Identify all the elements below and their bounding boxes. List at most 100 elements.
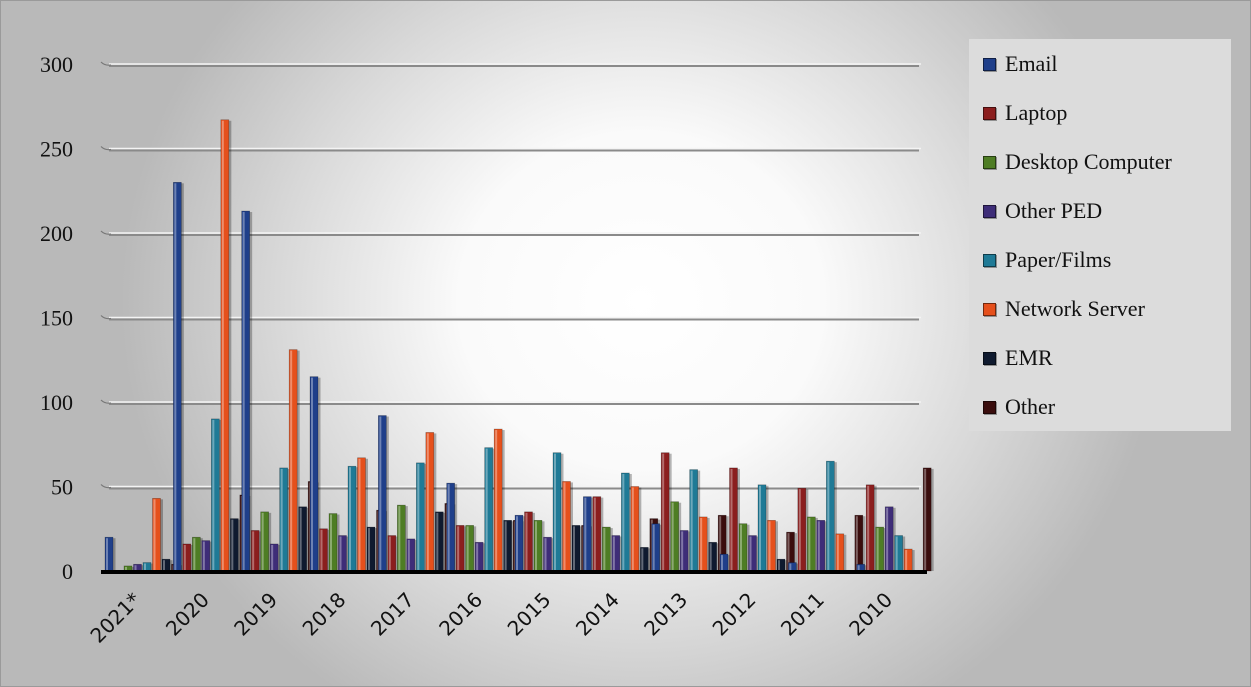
bar-highlight: [631, 487, 634, 570]
bar-highlight: [808, 517, 811, 570]
legend-swatch: [983, 204, 996, 218]
bar-highlight: [554, 453, 556, 570]
bar-highlight: [525, 512, 528, 570]
bar-highlight: [593, 497, 596, 570]
bar-highlight: [466, 526, 469, 570]
legend-swatch: [983, 351, 996, 365]
bar-highlight: [153, 499, 156, 570]
legend-swatch: [983, 155, 996, 169]
legend-swatch: [983, 106, 996, 120]
bar-highlight: [641, 548, 644, 570]
bar-highlight: [407, 539, 410, 570]
bar-highlight: [759, 485, 761, 570]
bar-highlight: [895, 536, 898, 570]
bar-highlight: [690, 470, 693, 570]
legend-item: Other PED: [983, 196, 1102, 226]
bar-highlight: [242, 212, 245, 570]
gridline-end: [100, 61, 112, 66]
bar-highlight: [457, 526, 460, 570]
bar-highlight: [544, 538, 547, 570]
bar-highlight: [174, 183, 177, 571]
x-tick-label: 2016: [434, 588, 487, 641]
x-tick-label: 2010: [844, 588, 897, 641]
bar-highlight: [379, 416, 382, 570]
x-tick-label: 2019: [229, 588, 282, 641]
bar-highlight: [349, 467, 351, 570]
bar-highlight: [320, 529, 323, 570]
bar-highlight: [271, 544, 274, 570]
legend-item: Email: [983, 49, 1058, 79]
bar-highlight: [193, 538, 196, 570]
legend-swatch: [983, 302, 996, 316]
bar-highlight: [221, 120, 224, 571]
bar-highlight: [798, 489, 801, 570]
y-tick-label: 200: [40, 221, 73, 246]
bar-other: [922, 467, 932, 572]
gridline-end: [100, 230, 112, 235]
y-tick-label: 50: [51, 475, 73, 500]
bar-highlight: [662, 453, 665, 570]
bar-highlight: [495, 430, 498, 570]
bar-highlight: [134, 565, 137, 570]
legend-label: Desktop Computer: [1005, 149, 1172, 174]
bar-highlight: [681, 531, 684, 570]
x-tick-label: 2015: [503, 588, 556, 641]
bar-highlight: [476, 543, 479, 570]
legend-item: EMR: [983, 343, 1053, 373]
legend-item: Desktop Computer: [983, 147, 1172, 177]
bar-highlight: [622, 473, 625, 570]
legend-label: Laptop: [1005, 100, 1068, 125]
x-tick-label: 2018: [298, 588, 351, 641]
bar-highlight: [163, 560, 165, 570]
legend-label: Paper/Films: [1005, 247, 1112, 272]
bar-highlight: [504, 521, 507, 570]
bar-highlight: [368, 528, 370, 570]
bar-highlight: [709, 543, 712, 570]
bar-highlight: [290, 350, 293, 570]
y-tick-label: 0: [62, 559, 73, 584]
gridline-end: [100, 146, 112, 151]
legend-swatch: [983, 57, 996, 71]
x-tick-label: 2013: [639, 588, 692, 641]
x-tick-label: 2012: [708, 588, 761, 641]
x-tick-label: 2021*: [85, 588, 145, 648]
bar-highlight: [740, 524, 742, 570]
bar-highlight: [867, 485, 870, 570]
bar-highlight: [125, 566, 127, 570]
legend-label: Other PED: [1005, 198, 1103, 223]
bar-highlight: [183, 544, 186, 570]
bar-highlight: [261, 512, 264, 570]
bar-highlight: [652, 524, 655, 570]
x-tick-label: 2011: [776, 588, 829, 641]
gridline-end: [100, 399, 112, 404]
bar-highlight: [398, 506, 401, 570]
x-tick-label: 2017: [366, 588, 419, 641]
bar-highlight: [905, 550, 908, 570]
legend-item: Other: [983, 392, 1055, 422]
bar-highlight: [700, 517, 703, 570]
bar-highlight: [417, 463, 420, 570]
legend-swatch: [983, 253, 996, 267]
bar-highlight: [573, 526, 575, 570]
x-tick-label: 2020: [161, 588, 214, 641]
x-tick-label: 2014: [571, 588, 624, 641]
legend-item: Paper/Films: [983, 245, 1111, 275]
bar-highlight: [778, 560, 780, 570]
legend-item: Laptop: [983, 98, 1067, 128]
bar-highlight: [671, 502, 674, 570]
bar-highlight: [106, 538, 108, 570]
bar-highlight: [426, 433, 429, 570]
gridline-end: [100, 484, 112, 489]
bar-highlight: [584, 497, 587, 570]
bar-highlight: [787, 533, 790, 570]
gridline-end: [100, 315, 112, 320]
bar-highlight: [924, 468, 927, 570]
bar-highlight: [212, 419, 215, 570]
bar-highlight: [436, 512, 439, 570]
bar-highlight: [876, 528, 879, 570]
bar-highlight: [857, 565, 860, 570]
y-tick-label: 300: [40, 52, 73, 77]
legend: Email Laptop Desktop Computer Other PED Pape…: [969, 39, 1231, 431]
y-tick-label: 250: [40, 137, 73, 162]
